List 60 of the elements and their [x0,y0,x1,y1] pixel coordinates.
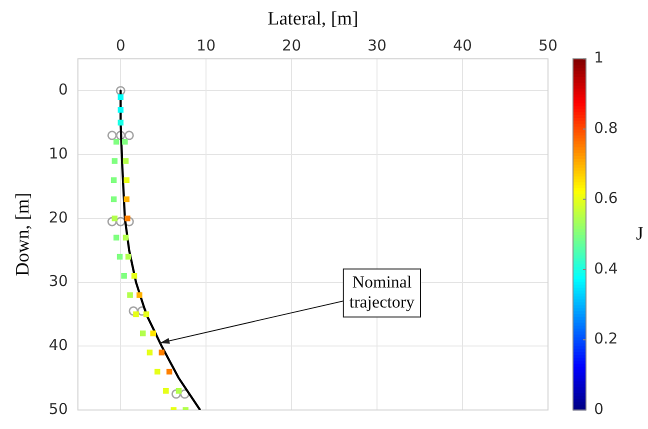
color-bar-label: 1 [594,48,604,67]
x-tick-label: 40 [452,36,472,55]
x-tick-label: 50 [538,36,558,55]
x-tick-label: 20 [282,36,302,55]
point [124,216,130,222]
x-tick-label: 10 [196,36,216,55]
point [122,234,129,240]
point [118,107,124,113]
point [128,306,138,316]
color-bar-label: 0.2 [594,330,618,348]
point [113,138,120,145]
point [122,158,129,164]
y-tick-label: 40 [48,336,68,354]
color-bar-label: 0.8 [594,118,618,137]
point [127,292,133,298]
color-bar-label: 0.4 [594,259,618,278]
y-tick-label: 0 [58,80,68,99]
point [140,330,146,336]
point [116,254,123,260]
y-tick-label: 20 [48,208,68,226]
color-bar-label: 0 [594,400,604,418]
point [121,273,127,279]
point [124,177,130,183]
point [116,216,126,226]
y-tick-label: 50 [48,400,68,418]
point [124,130,134,140]
point [107,130,117,140]
point [166,368,172,375]
point [163,388,169,394]
x-tick-label: 30 [368,36,387,55]
point [124,196,130,202]
point [171,389,181,399]
point [137,306,147,316]
point [112,216,118,222]
color-bar-title: J [636,223,644,244]
y-tick-label: 30 [48,272,68,290]
point [150,330,156,336]
point [116,86,126,96]
y-axis-title: Down, [m] [12,192,34,276]
point [118,94,124,100]
point [146,350,153,356]
point [118,120,124,126]
x-tick-label: 0 [116,36,126,55]
x-axis-title: Lateral, [m] [268,8,358,30]
point [112,158,118,164]
annotation: Nominal trajectory [349,272,415,312]
point [116,130,126,140]
point [110,196,117,202]
point [122,138,128,145]
point [110,177,117,183]
point [136,292,142,298]
point [154,368,160,375]
point [158,350,165,356]
color-bar-label: 0.6 [594,189,618,208]
point [107,216,117,226]
point [113,234,120,240]
point [143,311,150,318]
point [125,254,132,260]
point [131,273,138,279]
y-tick-label: 10 [48,144,68,162]
